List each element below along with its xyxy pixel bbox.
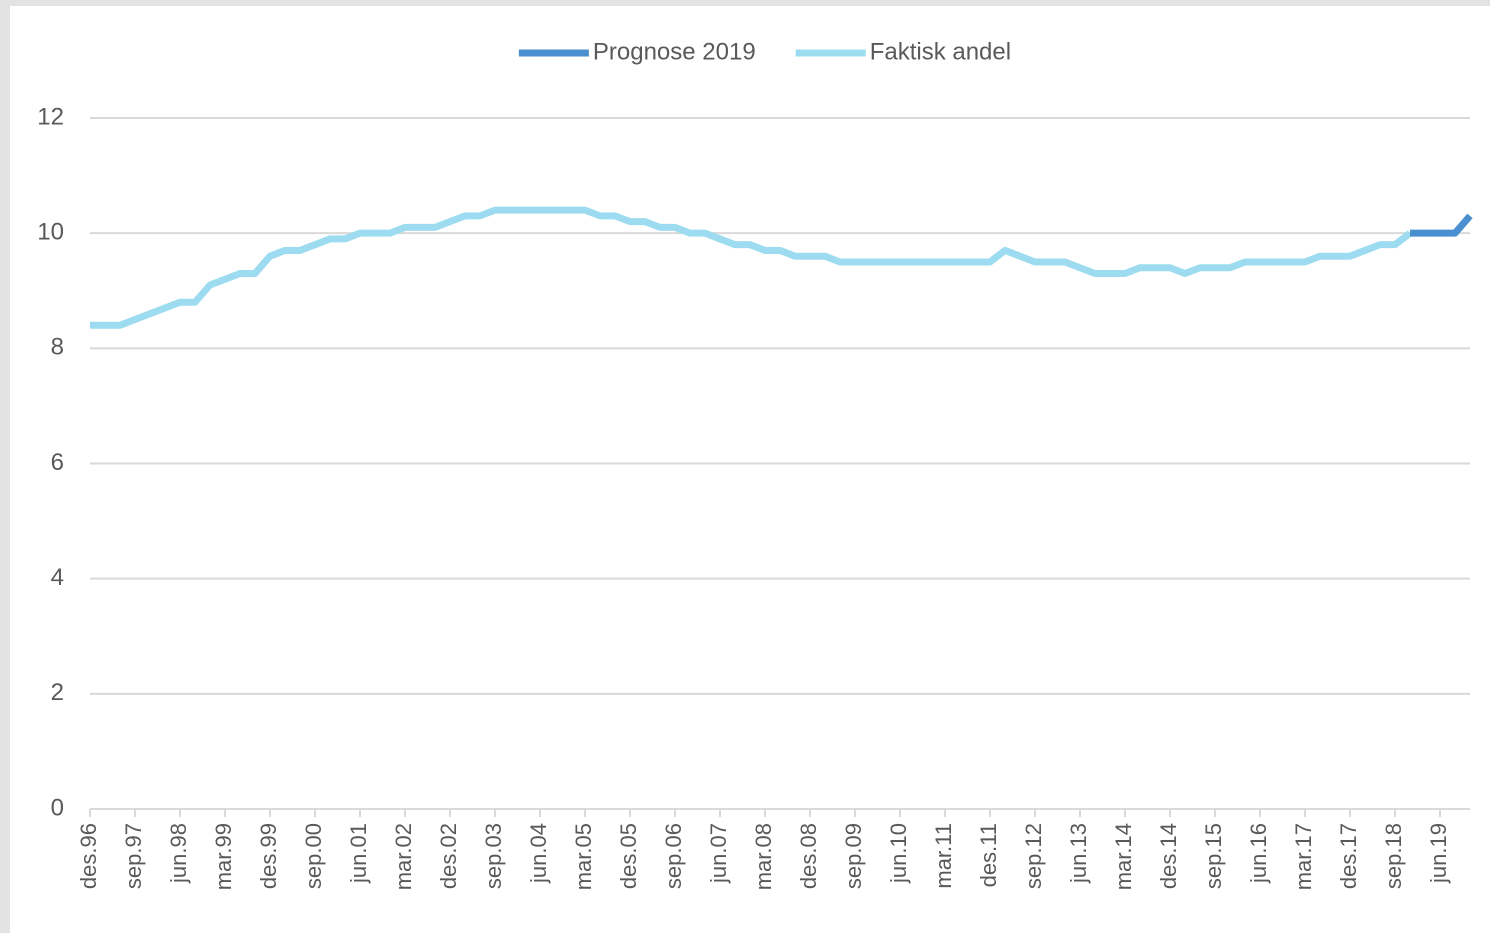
y-tick-label: 12 [37, 103, 64, 130]
x-tick-label: des.08 [796, 823, 821, 889]
x-tick-label: jun.98 [166, 823, 191, 884]
x-tick-label: sep.12 [1021, 823, 1046, 889]
x-tick-label: sep.09 [841, 823, 866, 889]
x-tick-label: des.96 [76, 823, 101, 889]
series-line [90, 206, 1413, 329]
x-tick-label: mar.11 [931, 823, 956, 889]
x-tick-label: jun.04 [526, 823, 551, 884]
x-tick-label: mar.17 [1291, 823, 1316, 890]
x-tick-label: sep.97 [121, 823, 146, 889]
x-tick-label: sep.03 [481, 823, 506, 889]
x-tick-label: mar.14 [1111, 823, 1136, 890]
x-tick-label: jun.19 [1426, 823, 1451, 884]
x-tick-label: des.05 [616, 823, 641, 889]
y-tick-label: 10 [37, 219, 64, 246]
x-tick-label: jun.07 [706, 823, 731, 884]
x-tick-label: sep.18 [1381, 823, 1406, 889]
x-tick-label: des.14 [1156, 823, 1181, 889]
y-tick-label: 0 [51, 794, 64, 821]
x-tick-label: sep.00 [301, 823, 326, 889]
y-tick-label: 6 [51, 449, 64, 476]
y-tick-label: 4 [51, 564, 64, 591]
x-tick-label: sep.15 [1201, 823, 1226, 889]
x-tick-label: des.99 [256, 823, 281, 889]
plot-panel [10, 6, 1490, 933]
x-tick-label: sep.06 [661, 823, 686, 889]
legend-label: Faktisk andel [870, 38, 1011, 65]
x-tick-label: mar.05 [571, 823, 596, 890]
x-tick-label: mar.02 [391, 823, 416, 890]
x-tick-label: jun.16 [1246, 823, 1271, 884]
x-tick-label: des.17 [1336, 823, 1361, 889]
x-tick-label: des.11 [976, 823, 1001, 887]
x-tick-label: jun.13 [1066, 823, 1091, 884]
x-tick-label: jun.01 [346, 823, 371, 884]
x-tick-label: mar.08 [751, 823, 776, 890]
y-tick-label: 8 [51, 334, 64, 361]
legend-label: Prognose 2019 [593, 38, 756, 65]
x-tick-label: des.02 [436, 823, 461, 889]
x-tick-label: mar.99 [211, 823, 236, 890]
series-line [1410, 213, 1473, 237]
x-tick-label: jun.10 [886, 823, 911, 884]
y-tick-label: 2 [51, 679, 64, 706]
